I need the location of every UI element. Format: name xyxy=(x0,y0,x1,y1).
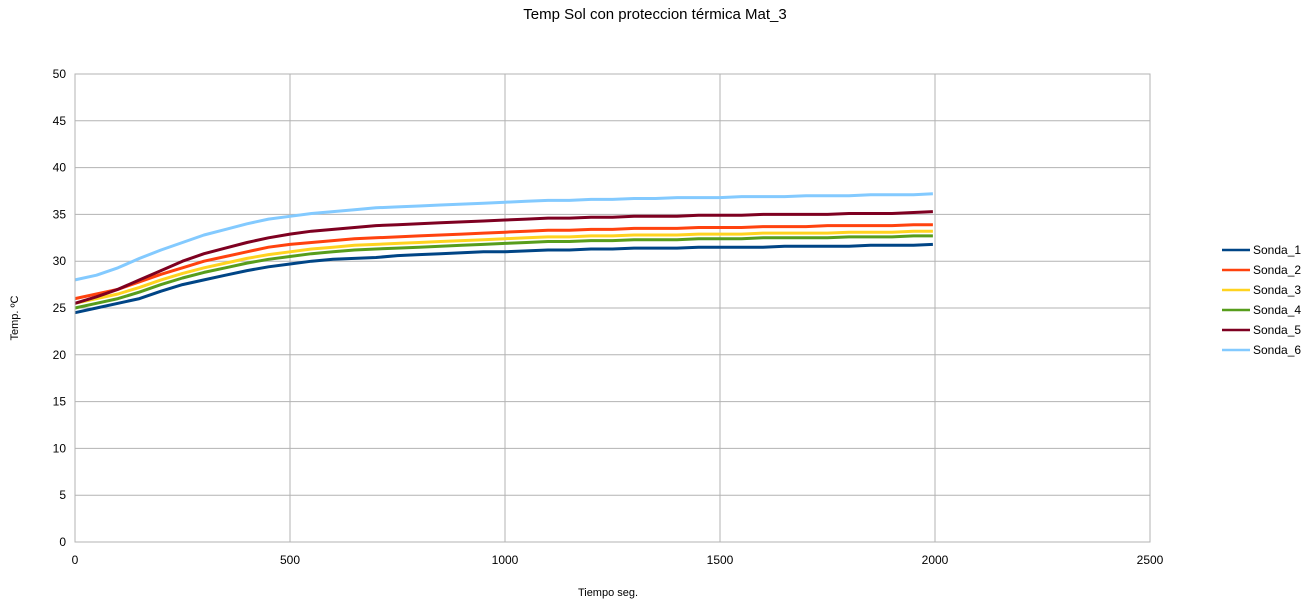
series-line-sonda_4 xyxy=(74,234,933,310)
legend-label: Sonda_2 xyxy=(1253,263,1301,277)
x-tick-label: 1500 xyxy=(707,553,734,567)
x-tick-label: 500 xyxy=(280,553,300,567)
series-line-sonda_6 xyxy=(74,192,933,282)
y-tick-label: 50 xyxy=(53,67,67,81)
legend-label: Sonda_3 xyxy=(1253,283,1301,297)
series-line-sonda_1 xyxy=(74,242,933,315)
series-line-sonda_2 xyxy=(74,223,933,301)
x-tick-label: 1000 xyxy=(492,553,519,567)
y-tick-label: 20 xyxy=(53,348,67,362)
legend-label: Sonda_4 xyxy=(1253,303,1301,317)
legend: Sonda_1 Sonda_2 Sonda_3 Sonda_4 Sonda_5 Sonda… xyxy=(1222,243,1301,357)
y-tick-label: 30 xyxy=(53,254,67,268)
y-tick-label: 15 xyxy=(53,395,67,409)
y-axis-label: Temp. ºC xyxy=(9,295,21,340)
x-tick-label: 0 xyxy=(72,553,79,567)
y-tick-label: 40 xyxy=(53,161,67,175)
y-tick-label: 35 xyxy=(53,207,67,221)
series-line-sonda_3 xyxy=(74,229,933,305)
series-line-sonda_5 xyxy=(74,210,933,305)
y-tick-labels: 0 5 10 15 20 25 30 35 40 45 50 xyxy=(53,67,67,549)
y-tick-label: 25 xyxy=(53,301,67,315)
series-lines xyxy=(74,192,933,315)
plot-frame xyxy=(74,73,1151,543)
x-tick-labels: 0 500 1000 1500 2000 2500 xyxy=(72,553,1164,567)
chart-title: Temp Sol con proteccion térmica Mat_3 xyxy=(523,6,786,23)
x-tick-label: 2500 xyxy=(1137,553,1164,567)
legend-label: Sonda_6 xyxy=(1253,343,1301,357)
y-tick-label: 10 xyxy=(53,441,67,455)
x-tick-label: 2000 xyxy=(922,553,949,567)
y-tick-label: 5 xyxy=(59,488,66,502)
y-tick-label: 45 xyxy=(53,114,67,128)
x-axis-label: Tiempo seg. xyxy=(578,587,638,599)
legend-label: Sonda_5 xyxy=(1253,323,1301,337)
legend-label: Sonda_1 xyxy=(1253,243,1301,257)
y-tick-label: 0 xyxy=(59,535,66,549)
grid xyxy=(74,73,1151,543)
